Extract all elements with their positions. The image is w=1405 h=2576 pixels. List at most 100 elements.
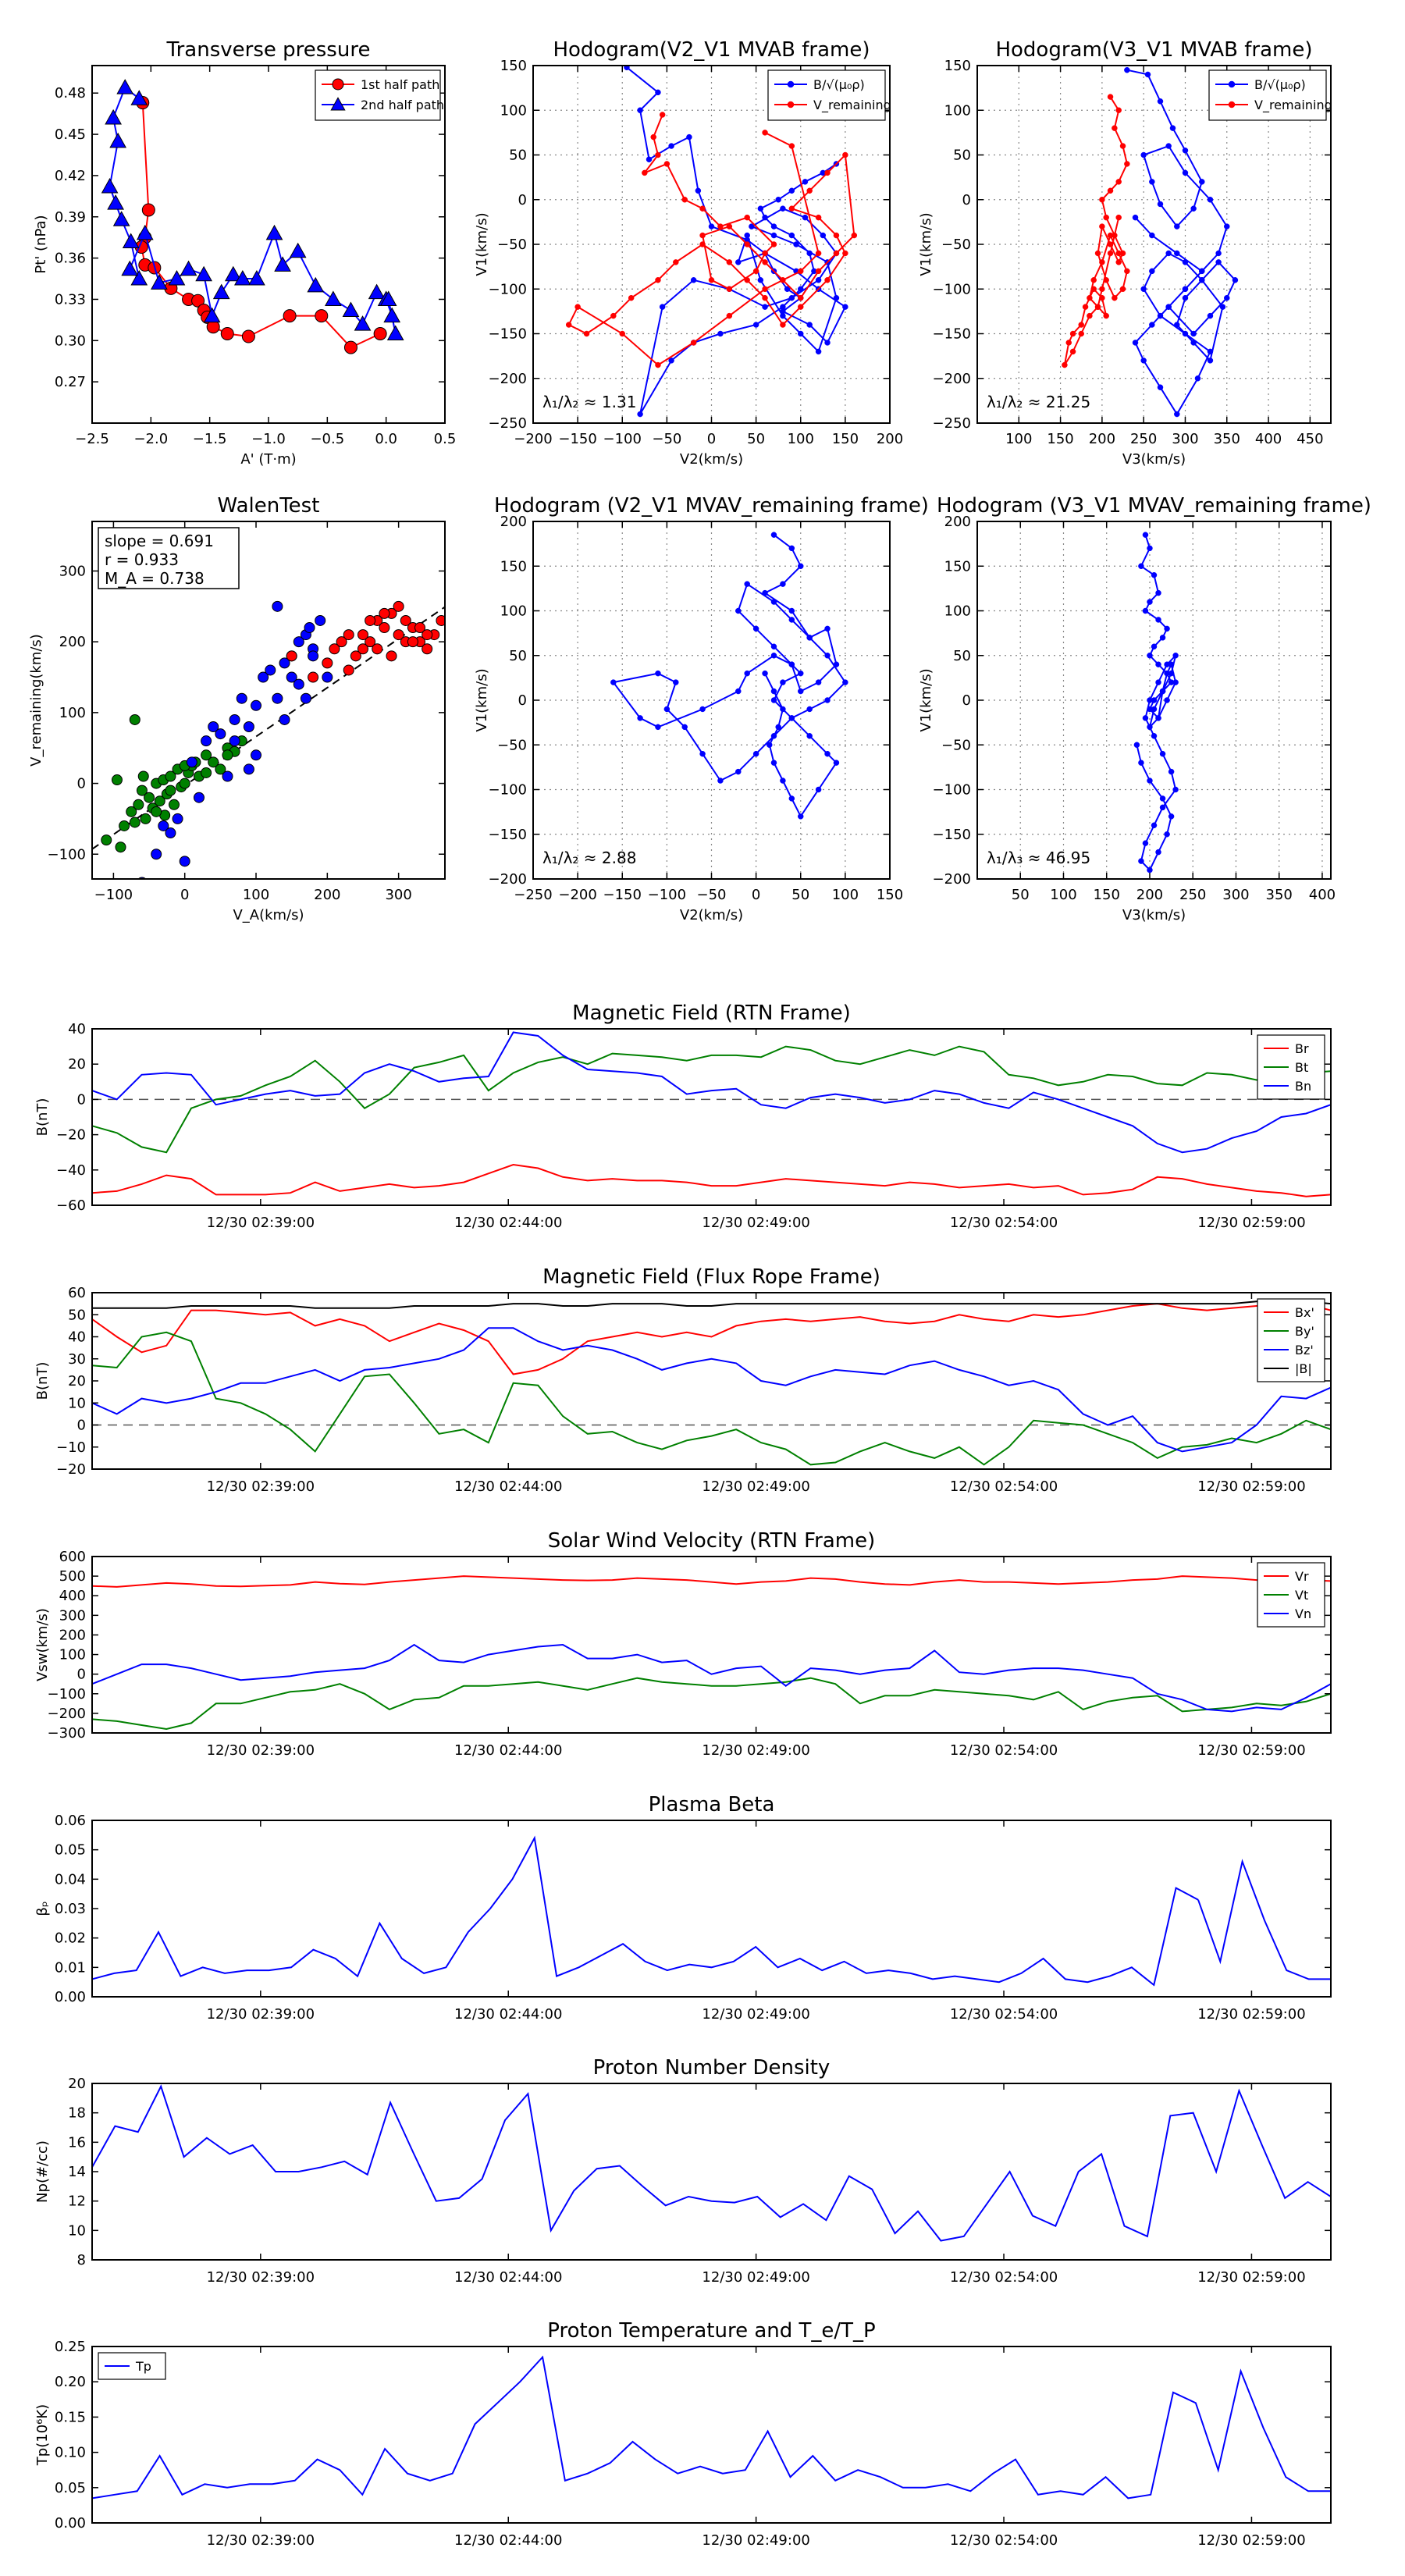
scatter-point-blue [172, 813, 183, 824]
data-point [637, 715, 643, 721]
y-tick-label: 12 [68, 2194, 86, 2210]
data-point [212, 283, 230, 300]
data-point [744, 241, 750, 247]
scatter-point-green [165, 785, 176, 796]
data-point [659, 112, 666, 118]
y-tick-label: −20 [56, 1127, 86, 1144]
legend-label: Vn [1295, 1606, 1311, 1621]
data-point [1119, 286, 1126, 292]
data-point [1112, 294, 1118, 301]
data-point [824, 169, 831, 176]
data-point [1165, 250, 1172, 257]
scatter-point-blue [272, 600, 283, 612]
y-tick-label: −50 [497, 737, 527, 753]
panel-tp2: 12/30 02:39:00 12/30 02:44:00 12/30 02:49:… [34, 2319, 1332, 2549]
x-axis-label: V2(km/s) [680, 907, 743, 923]
x-tick-label: 0.0 [375, 431, 397, 447]
data-point [788, 143, 795, 149]
data-point [1159, 750, 1166, 757]
x-tick-label: 12/30 02:54:00 [950, 1215, 1058, 1231]
data-point [343, 340, 357, 354]
plot-area [1133, 532, 1179, 873]
data-point [203, 307, 221, 323]
y-tick-label: −100 [489, 281, 527, 297]
x-tick-label: 150 [1047, 431, 1073, 447]
series-line-beta [92, 1835, 1199, 1987]
y-tick-label: −150 [489, 827, 527, 843]
x-axis-label: A' (T·m) [240, 451, 296, 468]
data-point [1224, 223, 1230, 229]
data-point [628, 294, 635, 301]
data-point [708, 223, 715, 229]
y-axis-label: Pt' (nPa) [33, 215, 49, 273]
scatter-point-red [393, 600, 404, 612]
legend-label: Bt [1295, 1060, 1308, 1075]
x-tick-label: −250 [514, 887, 552, 903]
y-tick-label: 16 [68, 2134, 86, 2151]
legend: Br Bt Bn [1257, 1034, 1325, 1100]
y-tick-label: 0.00 [55, 2515, 86, 2532]
data-point [690, 277, 697, 283]
axes-frame [91, 2346, 1332, 2524]
chart-title: Hodogram(V3_V1 MVAB frame) [995, 38, 1312, 62]
data-point [1182, 330, 1189, 337]
x-tick-label: 150 [832, 431, 859, 447]
legend-label: V_remaining [813, 98, 891, 113]
y-tick-label: 0.02 [55, 1930, 86, 1947]
x-tick-label: −150 [603, 887, 642, 903]
data-point [1147, 599, 1153, 605]
data-point [1115, 259, 1122, 265]
x-tick-label: 12/30 02:54:00 [950, 2269, 1058, 2286]
data-point [780, 706, 786, 713]
data-point [248, 270, 265, 286]
scatter-point-blue [236, 692, 247, 704]
y-tick-label: 60 [68, 1285, 86, 1301]
series-line-np [92, 2084, 1331, 2242]
series-line-vr [92, 1575, 1331, 1588]
stats-line: M_A = 0.738 [105, 569, 205, 588]
y-tick-label: −150 [489, 326, 527, 343]
x-tick-label: 12/30 02:54:00 [950, 2532, 1058, 2549]
x-tick-label: 0 [180, 887, 189, 903]
scatter-point-red [329, 643, 340, 655]
scatter-point-blue [300, 692, 311, 704]
data-point [1115, 214, 1122, 221]
y-tick-label: −100 [933, 281, 971, 297]
data-point [780, 277, 786, 283]
data-point [699, 750, 706, 757]
data-point [1157, 312, 1164, 319]
stats-line: r = 0.933 [105, 550, 179, 569]
scatter-point-blue [151, 849, 162, 860]
x-tick-label: −1.0 [251, 431, 286, 447]
chart-title: Magnetic Field (RTN Frame) [572, 1002, 851, 1025]
scatter-point-green [169, 799, 180, 810]
data-point [762, 259, 768, 265]
data-point [851, 232, 858, 239]
data-point [752, 268, 759, 275]
y-tick-label: −100 [489, 782, 527, 799]
data-point [752, 750, 759, 757]
x-axis-label: V3(km/s) [1122, 907, 1186, 923]
legend-label: Bx' [1295, 1305, 1314, 1320]
legend-marker [330, 97, 346, 111]
data-point [1069, 348, 1076, 355]
data-point [1090, 277, 1097, 283]
y-tick-label: 200 [500, 514, 527, 530]
legend-label: B/√(μ₀ρ) [1254, 77, 1306, 92]
scatter-point-green [126, 806, 137, 817]
x-tick-label: 50 [791, 887, 809, 903]
scatter-point-blue [186, 756, 197, 768]
y-tick-label: 0 [77, 1091, 86, 1108]
data-point [673, 259, 679, 265]
panel-walen: −100 0 100 200 300 −100 0 100 200 300 WalenTest V_A… [28, 494, 446, 923]
scatter-point-red [422, 629, 433, 641]
data-point [646, 156, 653, 162]
series-line-br [92, 1163, 1331, 1197]
series-line-1sthalfpath [140, 102, 381, 349]
data-point [1165, 143, 1172, 149]
axes-frame [91, 521, 446, 880]
data-point [1151, 643, 1158, 650]
x-tick-label: 12/30 02:59:00 [1197, 2006, 1305, 2023]
data-point [842, 304, 848, 310]
scatter-point-blue [158, 820, 169, 831]
